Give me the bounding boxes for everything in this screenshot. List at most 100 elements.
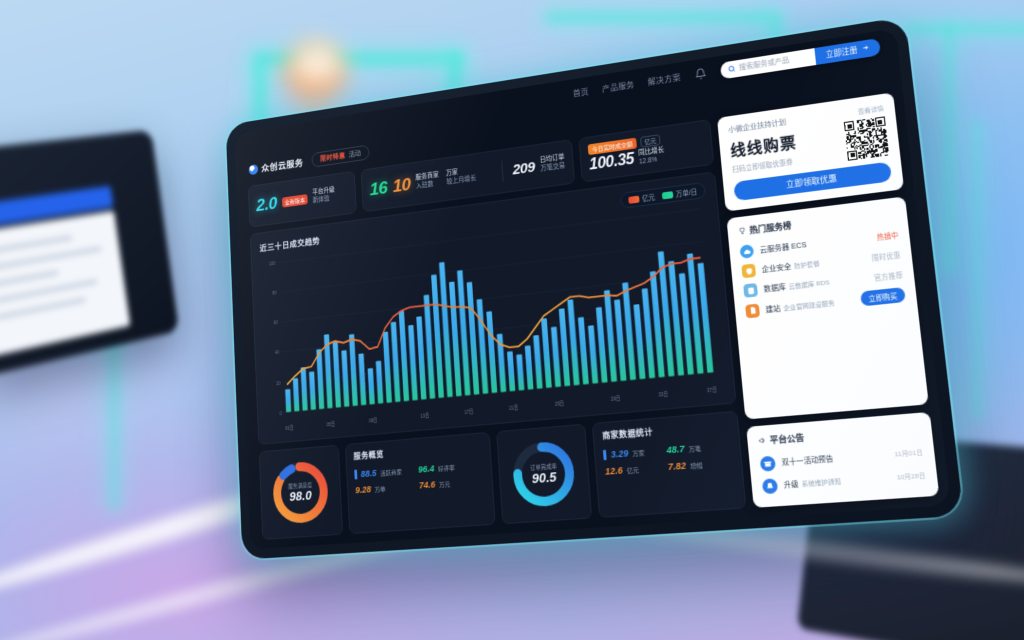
stat-bar-icon [603,449,608,461]
logo-text: 众创云服务 [261,158,304,175]
kpi-gmv-label-2: 12.8% [638,155,658,166]
merchant-stats-card[interactable]: 商家数据统计 3.29 万家 48.7 万笔 [592,410,747,518]
stat-text: 亿元 [626,467,640,475]
svg-text:0: 0 [280,410,283,417]
chart-bar [341,350,350,407]
glow-orb-white [292,42,342,84]
chart-bar [332,340,342,408]
svg-text:37日: 37日 [707,386,717,394]
list-item-main: 双十一活动预告 [781,448,889,468]
legend-label-revenue: 亿元 [641,194,656,204]
stat-text: 万单 [374,486,386,494]
dashboard-screen: 首页 产品服务 解决方案 搜索服务或产品 [234,28,951,550]
announcements-card: 平台公告 双十一活动预告 11月01日 [746,411,940,508]
promo-badge-tag: 限时特惠 [320,152,346,163]
popular-services-title-text: 热门服务榜 [749,220,792,236]
list-item-tag: 热销中 [876,231,899,242]
chart-bar [398,310,410,402]
chart-bar [595,306,608,383]
stat-value: 3.29 [610,448,629,460]
kpi-version-label-2: 新体验 [312,195,330,205]
list-item-sub: 防护套餐 [793,261,821,271]
kpi-version-badge: 全新版本 [281,193,308,208]
chart-plot-area: 0 20 40 60 80 100 01日 05日 09日 13日 17日 21日 25日 29日 33日… [260,202,724,439]
stat-bar-icon [354,469,358,480]
list-item-sub: 云数据库 RDS [788,280,831,291]
bell2-icon [761,477,779,494]
completion-donut-card[interactable]: 订单完成率 90.5 [496,423,593,525]
main-column: 2.0 全新版本 平台升级 新体验 16 10 服务商家 [247,119,747,540]
legend-label-orders: 万单/日 [675,188,698,199]
list-item-name: 企业安全 [761,263,792,275]
stat-value: 96.4 [417,463,435,475]
satisfaction-donut-card[interactable]: 服务满意度 98.0 [259,444,344,540]
kpi-card-version[interactable]: 2.0 全新版本 平台升级 新体验 [247,170,357,228]
donut-left: 服务满意度 98.0 [269,456,333,528]
donut-left-center: 服务满意度 98.0 [269,456,333,528]
donut-right: 订单完成率 90.5 [508,436,581,513]
stat-text: 万家 [632,450,645,458]
qr-code-icon[interactable] [843,116,890,161]
chart-bar [382,331,392,403]
legend-item-revenue[interactable]: 亿元 [627,192,656,205]
announcements-title-text: 平台公告 [769,432,805,446]
legend-item-orders[interactable]: 万单/日 [661,186,698,201]
svg-text:80: 80 [272,290,277,297]
stat-value: 12.6 [604,465,624,477]
promo-more-link[interactable]: 查看详情 [857,106,885,116]
buy-now-button[interactable]: 立即购买 [860,287,906,307]
stat-value: 9.28 [355,484,372,496]
list-item-tag: 限时优惠 [871,251,901,263]
logo[interactable]: 众创云服务 [248,155,304,176]
popular-services-card: 热门服务榜 云服务器 ECS 热销中 [726,196,929,420]
promo-card[interactable]: 小微企业扶持计划 查看详情 线线购票 扫码立即领取优惠券 [716,92,905,212]
stat-text: 好评率 [437,465,455,473]
database-icon [743,282,759,298]
donut-left-value: 98.0 [289,487,312,504]
list-item-name: 建站 [765,304,781,314]
chart-bar [300,367,308,411]
legend-swatch-revenue [627,195,640,204]
chart-bar [316,348,325,410]
list-item-date: 11月01日 [894,450,924,459]
chart-bar [390,321,401,403]
chart-bar [348,333,358,407]
nav-item-home[interactable]: 首页 [572,86,590,98]
neon-pipe [108,330,120,510]
service-overview-card[interactable]: 服务概览 88.5 活跃商家 96.4 好评率 [344,431,497,535]
kpi-gmv-label: 同比增长 12.8% [638,146,665,167]
kpi-gmv-unit: 亿元 [639,133,661,148]
stat-item: 7.82 增幅 [667,454,733,476]
neon-pipe [905,24,1024,34]
dashboard-body: 2.0 全新版本 平台升级 新体验 16 10 服务商家 [236,86,951,550]
chart-bar [533,335,543,389]
svg-text:17日: 17日 [464,408,473,416]
list-item-sub: 企业官网建设服务 [783,300,836,312]
chart-bar [577,316,589,385]
svg-text:100: 100 [269,260,276,267]
register-button[interactable]: 立即注册 [814,37,881,65]
chart-bar [285,389,292,413]
svg-text:60: 60 [274,320,279,327]
stat-text: 万笔 [688,445,702,454]
cloud-icon [739,244,755,259]
tablet-frame: 首页 产品服务 解决方案 搜索服务或产品 [225,16,964,560]
stat-value: 74.6 [418,479,436,491]
promo-badge[interactable]: 限时特惠 活动 [311,144,370,168]
chart-bar [367,367,375,405]
promo-badge-sub: 活动 [348,150,361,159]
bell-icon[interactable] [694,67,707,81]
nav-item-products[interactable]: 产品服务 [601,79,635,94]
list-item-name: 数据库 [763,283,787,294]
stat-value: 7.82 [667,460,687,473]
search-icon [727,64,736,73]
chart-bar [541,318,552,389]
nav-item-solutions[interactable]: 解决方案 [647,72,682,87]
gift-icon [759,455,776,472]
chart-bar [524,345,534,390]
arrow-right-icon [861,43,869,53]
side-column: 小微企业扶持计划 查看详情 线线购票 扫码立即领取优惠券 [716,92,940,508]
svg-text:29日: 29日 [611,395,621,403]
kpi-version-label: 平台升级 新体验 [312,187,335,206]
kpi-merchants-sub-a: 万家 [445,169,459,178]
